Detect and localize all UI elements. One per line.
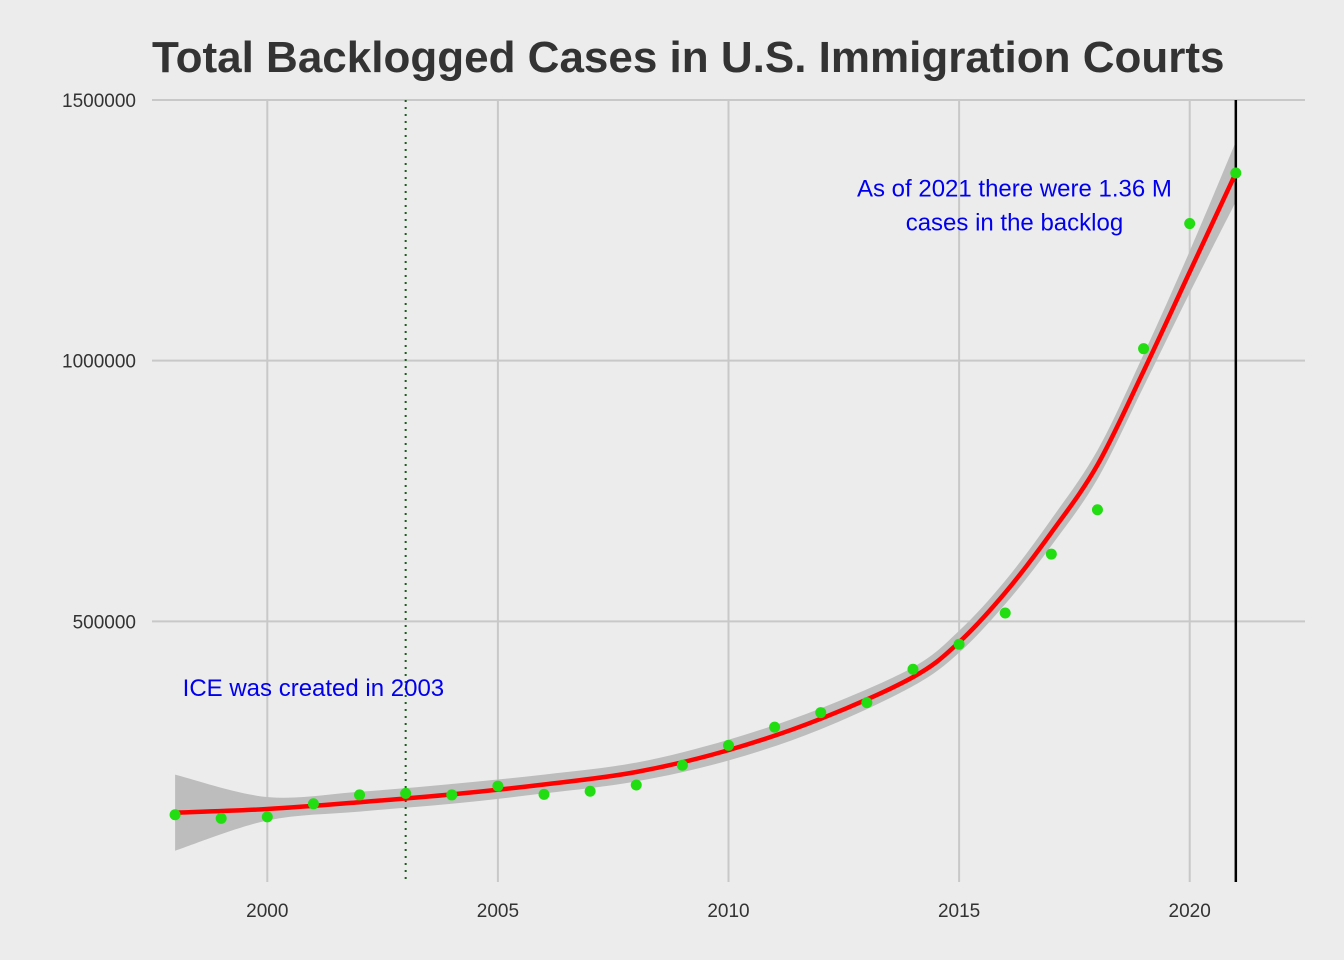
data-point: [446, 789, 458, 801]
data-point: [723, 739, 734, 751]
data-point: [261, 811, 273, 823]
x-tick-label: 2020: [1169, 901, 1211, 922]
data-point: [354, 789, 366, 801]
y-tick-label: 500000: [73, 612, 136, 633]
annotation-text: ICE was created in 2003: [183, 675, 444, 702]
x-tick-label: 2015: [938, 901, 980, 922]
annotation-text: cases in the backlog: [906, 209, 1123, 236]
data-point: [538, 788, 550, 800]
x-tick-label: 2000: [246, 901, 288, 922]
annotation-text: As of 2021 there were 1.36 M: [857, 175, 1172, 202]
data-point: [769, 721, 781, 733]
y-tick-label: 1500000: [62, 91, 136, 112]
data-point: [999, 607, 1011, 619]
y-tick-label: 1000000: [62, 352, 136, 373]
reference-lines: [404, 100, 1238, 882]
tick-labels: 2000 2005 2010 2015 2020 500000 1000000 1500000: [62, 91, 1211, 922]
data-point: [307, 798, 319, 810]
x-tick-label: 2010: [707, 901, 749, 922]
data-point: [584, 785, 596, 797]
data-point: [861, 697, 873, 709]
data-point: [953, 638, 965, 650]
data-point: [676, 759, 688, 771]
data-point: [630, 779, 642, 791]
data-point: [215, 812, 227, 824]
data-point: [169, 809, 181, 821]
data-point: [1045, 548, 1057, 560]
x-tick-label: 2005: [477, 901, 519, 922]
data-point: [1184, 218, 1196, 230]
data-point: [1138, 343, 1150, 355]
data-point: [815, 707, 827, 719]
annotations: ICE was created in 2003 As of 2021 there …: [183, 175, 1172, 701]
data-point: [400, 787, 412, 799]
data-point: [907, 663, 919, 675]
grid: [152, 99, 1305, 882]
chart-title: Total Backlogged Cases in U.S. Immigrati…: [152, 33, 1224, 82]
data-point: [1091, 504, 1103, 516]
data-point: [1230, 167, 1242, 179]
data-points: [169, 167, 1242, 824]
data-point: [492, 780, 504, 792]
